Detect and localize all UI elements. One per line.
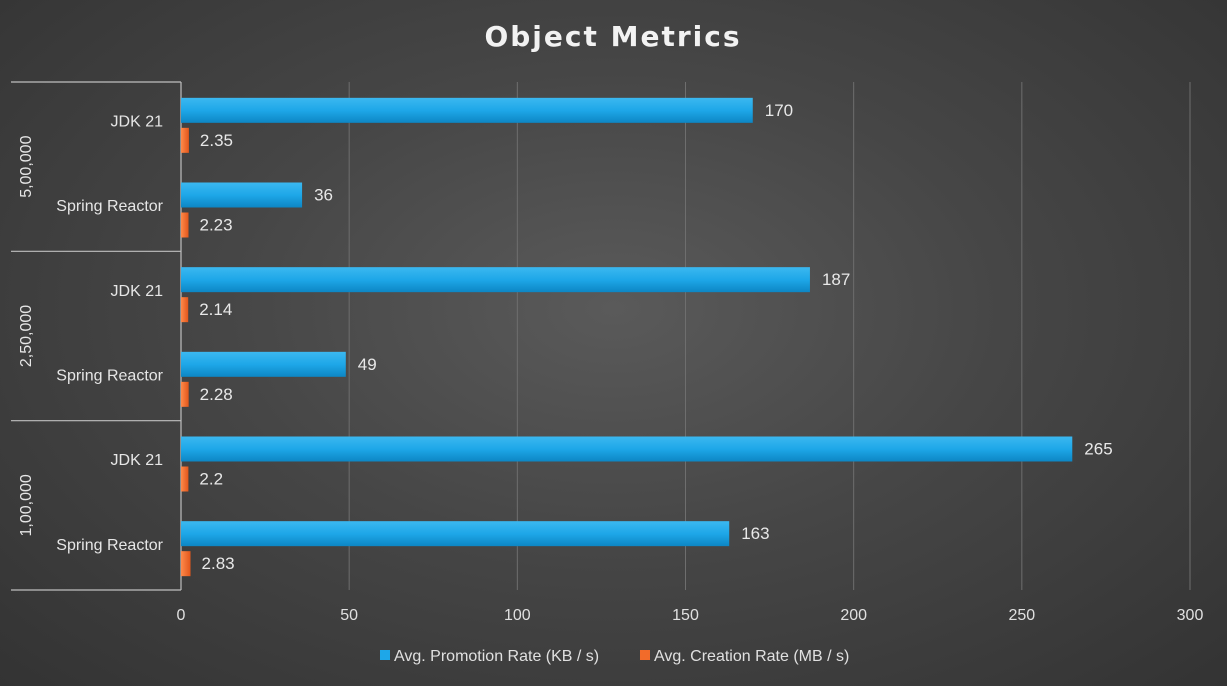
category-label: Spring Reactor [56,537,163,554]
data-label-creation-rate: 2.14 [199,300,232,319]
bars [181,97,1073,577]
data-label-creation-rate: 2.83 [202,554,235,573]
data-labels: 170 2.35 36 2.23 187 2.14 49 2.28 265 2.2 163 2.83 [199,101,1112,573]
data-label-creation-rate: 2.2 [199,469,223,488]
legend-swatch [380,650,390,660]
grid [348,82,1191,590]
x-tick-label: 50 [340,607,358,624]
data-label-promotion-rate: 170 [765,101,793,120]
x-tick-label: 300 [1177,607,1204,624]
x-tick-label: 150 [672,607,699,624]
category-label: JDK 21 [111,283,164,300]
x-tick-label: 0 [177,607,186,624]
bar-promotion-rate [181,351,346,377]
chart-title: Object Metrics [484,20,741,53]
bar-promotion-rate [181,267,810,293]
data-label-promotion-rate: 163 [741,524,769,543]
data-label-promotion-rate: 49 [358,355,377,374]
bar-promotion-rate [181,521,730,547]
legend: Avg. Promotion Rate (KB / s) Avg. Creatio… [380,648,849,665]
legend-swatch [640,650,650,660]
data-label-promotion-rate: 265 [1084,439,1112,458]
bar-creation-rate [181,212,189,238]
bar-promotion-rate [181,436,1073,462]
data-label-promotion-rate: 36 [314,185,333,204]
category-label: Spring Reactor [56,368,163,385]
data-label-promotion-rate: 187 [822,270,850,289]
bar-creation-rate [181,466,189,492]
x-tick-label: 100 [504,607,531,624]
data-label-creation-rate: 2.23 [200,215,233,234]
x-tick-label: 200 [840,607,867,624]
bar-creation-rate [181,127,189,153]
group-label: 1,00,000 [18,474,35,536]
bar-creation-rate [181,381,189,407]
category-label: JDK 21 [111,114,164,131]
data-label-creation-rate: 2.35 [200,131,233,150]
bar-creation-rate [181,297,189,323]
bar-creation-rate [181,551,191,577]
bar-promotion-rate [181,182,303,208]
x-axis-ticks: 0 50 100 150 200 250 300 [177,607,1204,624]
category-axis: 5,00,000 JDK 21 Spring Reactor 2,50,000 JDK … [11,81,182,591]
data-label-creation-rate: 2.28 [200,385,233,404]
x-tick-label: 250 [1008,607,1035,624]
category-label: Spring Reactor [56,198,163,215]
group-label: 5,00,000 [18,135,35,197]
bar-promotion-rate [181,97,753,123]
category-label: JDK 21 [111,452,164,469]
legend-label: Avg. Creation Rate (MB / s) [654,648,849,665]
group-label: 2,50,000 [18,305,35,367]
legend-label: Avg. Promotion Rate (KB / s) [394,648,599,665]
